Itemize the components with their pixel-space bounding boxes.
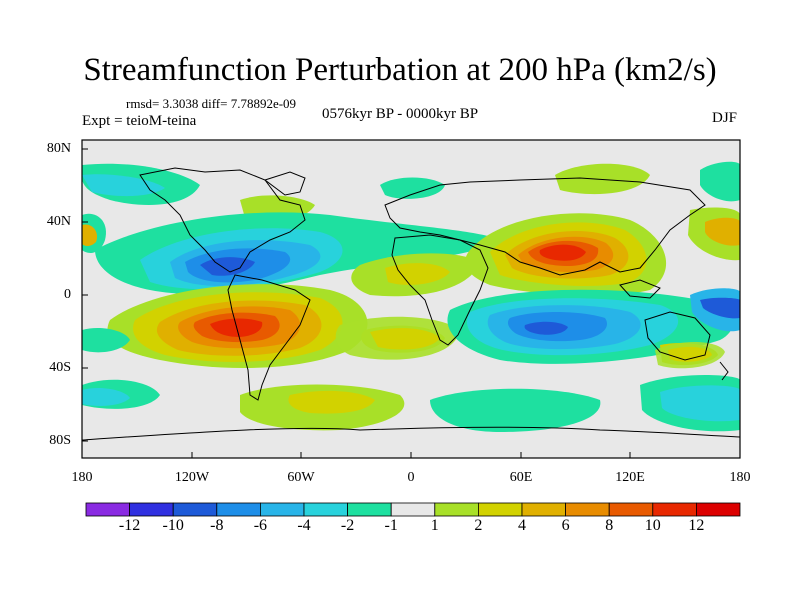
colorbar-label-9: 4	[518, 517, 526, 534]
coast-greenland	[263, 171, 306, 196]
x-label-0: 0	[407, 470, 415, 485]
colorbar-box-13	[652, 502, 697, 517]
coast-australia	[644, 311, 711, 361]
coastlines	[82, 167, 740, 441]
experiment-label: Expt = teioM-teina	[82, 113, 197, 129]
contour-west-edge-orange	[82, 224, 98, 246]
contour-nh-pacific-cyan	[82, 174, 165, 197]
contour-tropical-atlantic-yellow	[385, 263, 450, 285]
contour-se-cyan	[660, 385, 740, 422]
colorbar-box-8	[434, 502, 479, 517]
colorbar-box-1	[129, 502, 174, 517]
colorbar-label-11: 8	[605, 517, 614, 534]
contour-ne-pacific-green	[700, 161, 740, 202]
colorbar-label-3: -6	[253, 517, 268, 534]
x-label-60e: 60E	[509, 470, 533, 485]
coast-new-zealand	[719, 361, 729, 381]
contour-sa-core	[210, 318, 263, 337]
contour-east-edge-orange	[705, 217, 740, 246]
colorbar-box-2	[172, 502, 218, 517]
x-label-120e: 120E	[615, 470, 645, 485]
coast-africa	[391, 234, 489, 346]
season-label: DJF	[712, 110, 738, 126]
colorbar-label-4: -4	[297, 517, 311, 534]
contour-southern-yellow	[288, 390, 375, 414]
colorbar-label-12: 10	[644, 517, 661, 534]
period-label: 0576kyr BP - 0000kyr BP	[322, 106, 479, 122]
contour-indian-core	[524, 321, 568, 335]
y-label-40n: 40N	[46, 214, 71, 229]
x-label-180e: 180	[729, 470, 751, 485]
y-label-0: 0	[64, 287, 71, 302]
colorbar-label-1: -10	[162, 517, 184, 534]
colorbar-box-0	[85, 502, 130, 517]
colorbar	[85, 502, 741, 517]
colorbar-box-4	[259, 502, 305, 517]
colorbar-label-13: 12	[688, 517, 705, 534]
colorbar-box-5	[303, 502, 348, 517]
contour-s-pacific-cyan	[82, 387, 130, 406]
colorbar-box-9	[477, 502, 523, 517]
contour-atlantic-core	[200, 257, 255, 276]
contour-asia-core	[539, 244, 586, 261]
x-label-120w: 120W	[174, 470, 210, 485]
contour-field	[82, 140, 740, 458]
contour-sw-green	[82, 328, 130, 353]
coast-north-america	[139, 167, 306, 273]
colorbar-label-2: -8	[210, 517, 224, 534]
stats-text: rmsd= 3.3038 diff= 7.78892e-09	[126, 96, 297, 111]
x-label-180w: 180	[71, 470, 93, 485]
contour-siberia-green	[555, 163, 650, 195]
colorbar-label-5: -2	[340, 517, 355, 534]
contour-southern-indian-green	[430, 388, 601, 432]
colorbar-box-3	[216, 502, 261, 517]
contour-south-atlantic-yellow2	[370, 328, 440, 350]
map-title: Streamfunction Perturbation at 200 hPa (…	[83, 52, 717, 88]
colorbar-box-14	[696, 502, 741, 517]
colorbar-box-11	[565, 502, 610, 517]
colorbar-label-10: 6	[561, 517, 570, 534]
colorbar-label-0: -12	[118, 517, 141, 534]
coast-indonesia	[619, 279, 661, 299]
colorbar-box-6	[347, 502, 392, 517]
y-label-80n: 80N	[46, 141, 71, 156]
colorbar-label-7: 1	[430, 517, 439, 534]
colorbar-box-10	[521, 502, 566, 517]
colorbar-box-7	[390, 502, 436, 517]
colorbar-box-12	[608, 502, 654, 517]
coast-south-america	[227, 274, 311, 401]
coast-eurasia	[384, 177, 706, 276]
contour-east-edge-core	[700, 297, 740, 319]
y-label-80s: 80S	[49, 433, 71, 448]
colorbar-label-6: -1	[384, 517, 398, 534]
x-label-60w: 60W	[287, 470, 315, 485]
coast-antarctica	[82, 426, 740, 441]
y-label-40s: 40S	[49, 360, 71, 375]
contour-europe-green	[380, 177, 445, 199]
axis-ticks	[81, 148, 741, 458]
colorbar-label-8: 2	[474, 517, 483, 534]
